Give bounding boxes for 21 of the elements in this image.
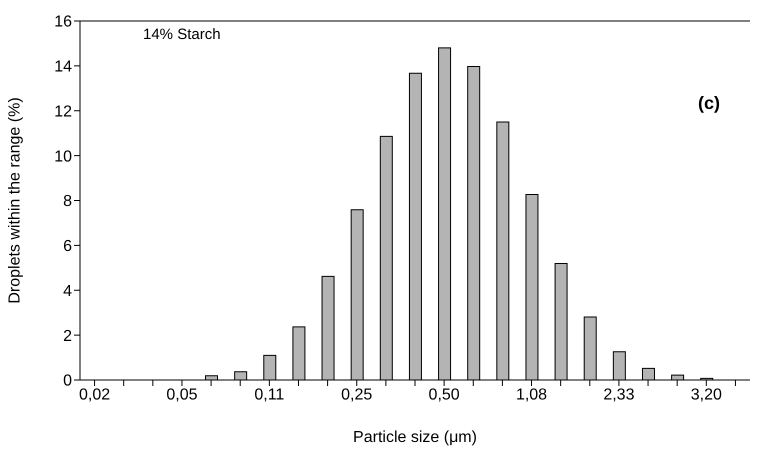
- x-tick-label: 0,25: [341, 386, 372, 404]
- x-axis-title: Particle size (μm): [353, 429, 477, 446]
- y-tick-label: 0: [63, 372, 72, 390]
- y-tick-label: 2: [63, 328, 72, 345]
- y-tick-label: 8: [63, 193, 72, 210]
- y-axis-title: Droplets within the range (%): [6, 97, 24, 304]
- y-tick-label: 12: [54, 103, 72, 120]
- x-tick-label: 0,50: [428, 386, 460, 404]
- x-tick-label: 1,08: [516, 386, 548, 404]
- x-tick-label: 0,11: [254, 386, 284, 404]
- x-tick-label: 0,05: [166, 386, 198, 404]
- x-tick-label: 3,20: [690, 386, 722, 404]
- y-tick-label: 6: [63, 238, 72, 256]
- annotation: (c): [698, 93, 720, 114]
- x-tick-label: 0,02: [78, 386, 110, 404]
- y-tick-label: 14: [54, 58, 72, 76]
- annotation: 14% Starch: [143, 26, 221, 43]
- y-tick-label: 10: [54, 148, 72, 166]
- y-tick-label: 16: [54, 14, 72, 31]
- y-tick-label: 4: [63, 282, 72, 300]
- x-tick-label: 2,33: [603, 386, 635, 404]
